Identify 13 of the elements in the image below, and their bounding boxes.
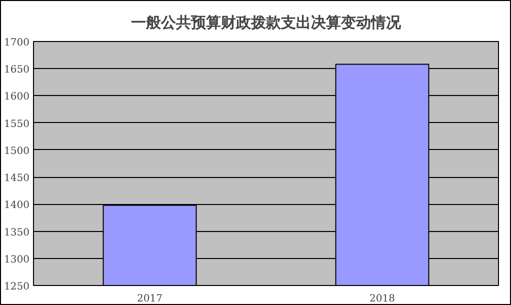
y-tick-label: 1350 — [4, 227, 30, 238]
y-tick-label: 1250 — [4, 282, 30, 292]
y-tick-label: 1300 — [4, 254, 30, 266]
chart-title: 一般公共预算财政拨款支出决算变动情况 — [131, 14, 402, 32]
y-tick-label: 1700 — [4, 38, 30, 48]
y-tick-label: 1400 — [4, 200, 30, 212]
y-tick-label: 1600 — [4, 92, 30, 103]
y-tick-label: 1500 — [4, 146, 30, 157]
y-tick-label: 1450 — [4, 173, 30, 184]
x-tick-label: 2017 — [137, 294, 162, 304]
y-tick-label: 1550 — [4, 118, 30, 130]
y-tick-label: 1650 — [4, 64, 30, 76]
x-tick-label: 2018 — [370, 294, 395, 304]
